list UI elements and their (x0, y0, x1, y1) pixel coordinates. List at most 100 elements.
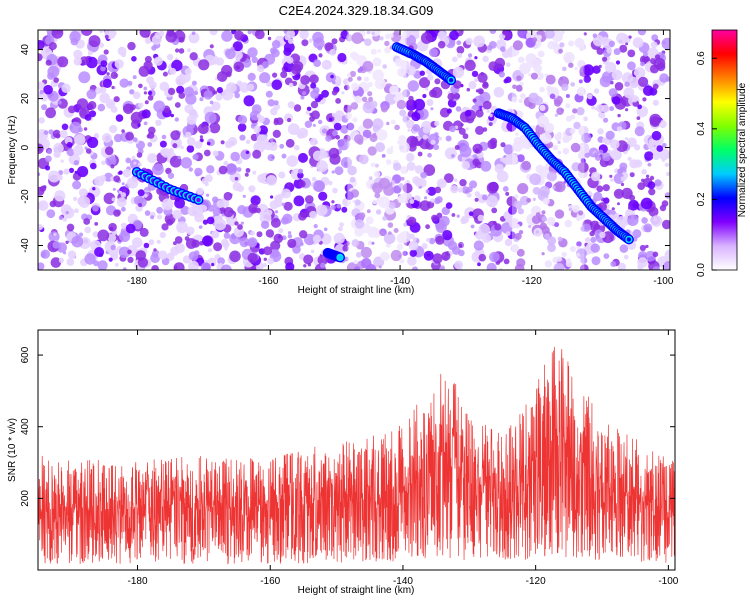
noise-blob (266, 209, 273, 216)
noise-blob (535, 58, 543, 65)
noise-blob (293, 104, 302, 112)
noise-blob (230, 151, 240, 162)
noise-blob (43, 130, 49, 135)
noise-blob (582, 223, 591, 232)
noise-blob (651, 130, 662, 141)
noise-blob (456, 214, 460, 218)
noise-blob (286, 155, 299, 167)
noise-blob (539, 115, 545, 121)
noise-blob (368, 176, 373, 181)
noise-blob (466, 192, 472, 198)
noise-blob (647, 162, 652, 167)
noise-blob (557, 150, 562, 155)
noise-blob (202, 219, 208, 225)
noise-blob (110, 244, 116, 251)
noise-blob (97, 103, 106, 112)
noise-blob (199, 97, 204, 102)
noise-blob (362, 118, 374, 129)
noise-blob (399, 258, 405, 264)
noise-blob (589, 230, 595, 237)
noise-blob (104, 146, 114, 156)
noise-blob (298, 212, 307, 221)
noise-blob (316, 204, 328, 217)
noise-blob (186, 226, 195, 236)
snr-x-label: Height of straight line (km) (298, 585, 415, 596)
noise-blob (662, 40, 666, 45)
noise-blob (516, 75, 522, 81)
noise-blob (131, 56, 137, 62)
noise-blob (258, 125, 268, 136)
noise-blob (531, 215, 541, 225)
noise-blob (414, 165, 424, 174)
noise-blob (122, 188, 127, 193)
noise-blob (237, 205, 247, 215)
noise-blob (590, 171, 601, 182)
noise-blob (172, 209, 182, 220)
noise-blob (518, 112, 523, 118)
noise-blob (256, 113, 262, 119)
noise-blob (97, 260, 108, 270)
noise-blob (132, 75, 137, 80)
noise-blob (519, 62, 531, 75)
noise-blob (242, 194, 246, 198)
noise-blob (212, 208, 221, 216)
noise-blob (129, 104, 136, 111)
chart-title: C2E4.2024.329.18.34.G09 (279, 3, 434, 18)
noise-blob (574, 37, 585, 48)
noise-blob (344, 104, 348, 109)
colorbar-tick-label: 0.6 (696, 51, 707, 65)
noise-blob (519, 195, 530, 206)
noise-blob (174, 102, 181, 108)
noise-blob (212, 196, 219, 203)
noise-blob (460, 123, 464, 127)
noise-blob (269, 200, 279, 210)
noise-blob (118, 170, 123, 175)
noise-blob (138, 203, 143, 207)
noise-blob (648, 206, 659, 217)
noise-blob (424, 196, 428, 200)
noise-blob (236, 167, 242, 172)
noise-blob (174, 117, 179, 122)
noise-blob (115, 114, 124, 122)
noise-blob (334, 166, 344, 176)
noise-blob (354, 134, 364, 144)
noise-blob (71, 235, 84, 248)
noise-blob (456, 46, 465, 54)
noise-blob (603, 197, 610, 204)
noise-blob (132, 91, 141, 100)
noise-blob (516, 258, 526, 268)
noise-blob (84, 253, 96, 265)
noise-blob (543, 122, 555, 134)
noise-blob (155, 119, 162, 127)
noise-blob (247, 252, 258, 264)
noise-blob (648, 188, 656, 196)
noise-blob (248, 185, 256, 193)
noise-blob (97, 229, 110, 242)
noise-blob (312, 234, 322, 244)
noise-blob (260, 220, 270, 229)
noise-blob (111, 197, 116, 202)
noise-blob (354, 199, 361, 206)
y-tick-label: 200 (20, 490, 31, 507)
noise-blob (637, 30, 647, 36)
noise-blob (558, 48, 563, 54)
noise-blob (623, 254, 629, 260)
noise-blob (50, 257, 62, 268)
noise-blob (205, 260, 208, 263)
noise-blob (619, 162, 628, 171)
noise-blob (372, 69, 385, 82)
noise-blob (352, 200, 356, 203)
noise-blob (464, 109, 472, 117)
noise-blob (99, 30, 104, 33)
noise-blob (120, 192, 127, 198)
noise-blob (237, 185, 244, 192)
noise-blob (397, 67, 407, 77)
noise-blob (341, 91, 345, 95)
noise-blob (239, 237, 250, 248)
noise-blob (592, 33, 598, 38)
noise-blob (236, 57, 241, 62)
noise-blob (139, 227, 149, 237)
noise-blob (38, 53, 43, 62)
noise-blob (174, 197, 186, 209)
noise-blob (237, 224, 243, 230)
